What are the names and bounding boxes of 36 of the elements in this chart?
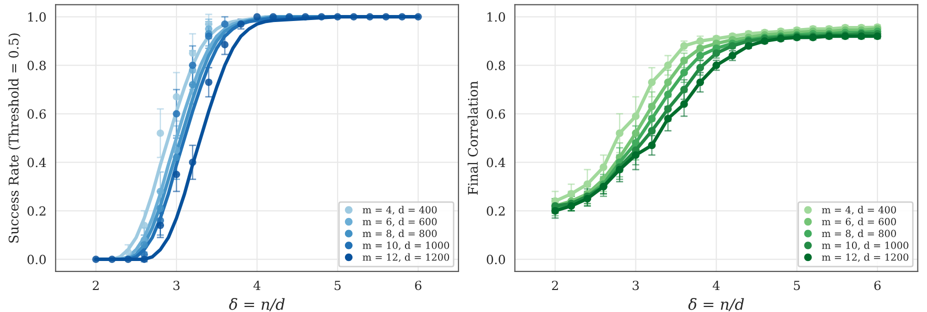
y-tick-label: 0.2	[486, 206, 505, 216]
legend-label: m = 4, d = 400	[362, 206, 437, 215]
y-tick-label: 0.6	[28, 109, 46, 119]
y-tick-label: 0.2	[28, 206, 46, 216]
y-axis-title: Final Correlation	[468, 81, 478, 195]
x-tick-label: 3	[173, 280, 180, 290]
legend-label: m = 6, d = 600	[362, 218, 437, 226]
legend-label: m = 10, d = 1000	[822, 241, 908, 250]
x-tick-label: 6	[415, 280, 422, 290]
y-tick-label: 0.4	[486, 158, 506, 168]
y-tick-label: 1.0	[28, 12, 46, 22]
x-tick-label: 3	[632, 280, 639, 290]
y-tick-label: 0.0	[486, 254, 506, 264]
x-tick-label: 6	[874, 280, 881, 290]
y-tick-label: 0.4	[28, 158, 46, 168]
legend-label: m = 8, d = 800	[362, 230, 437, 238]
x-tick-label: 2	[92, 280, 99, 290]
x-tick-label: 5	[334, 280, 341, 290]
legend-label: m = 6, d = 600	[822, 218, 896, 226]
legend-label: m = 10, d = 1000	[362, 241, 450, 250]
legend-label: m = 4, d = 400	[822, 206, 896, 215]
x-axis-title: δ = n/d	[688, 298, 744, 312]
y-axis-title: Success Rate (Threshold = 0.5)	[8, 33, 20, 243]
x-tick-label: 2	[552, 280, 558, 290]
legend-label: m = 12, d = 1200	[362, 253, 450, 262]
x-tick-label: 5	[794, 280, 800, 290]
y-tick-label: 0.0	[28, 254, 46, 264]
legend-label: m = 12, d = 1200	[822, 253, 908, 262]
x-axis-title: δ = n/d	[229, 298, 285, 312]
y-tick-label: 1.0	[487, 12, 506, 22]
y-tick-label: 0.8	[486, 60, 506, 70]
legend-label: m = 8, d = 800	[822, 230, 896, 238]
y-tick-label: 0.6	[486, 109, 506, 119]
x-tick-label: 4	[712, 280, 720, 290]
x-tick-label: 4	[253, 280, 260, 290]
y-tick-label: 0.8	[28, 60, 46, 70]
